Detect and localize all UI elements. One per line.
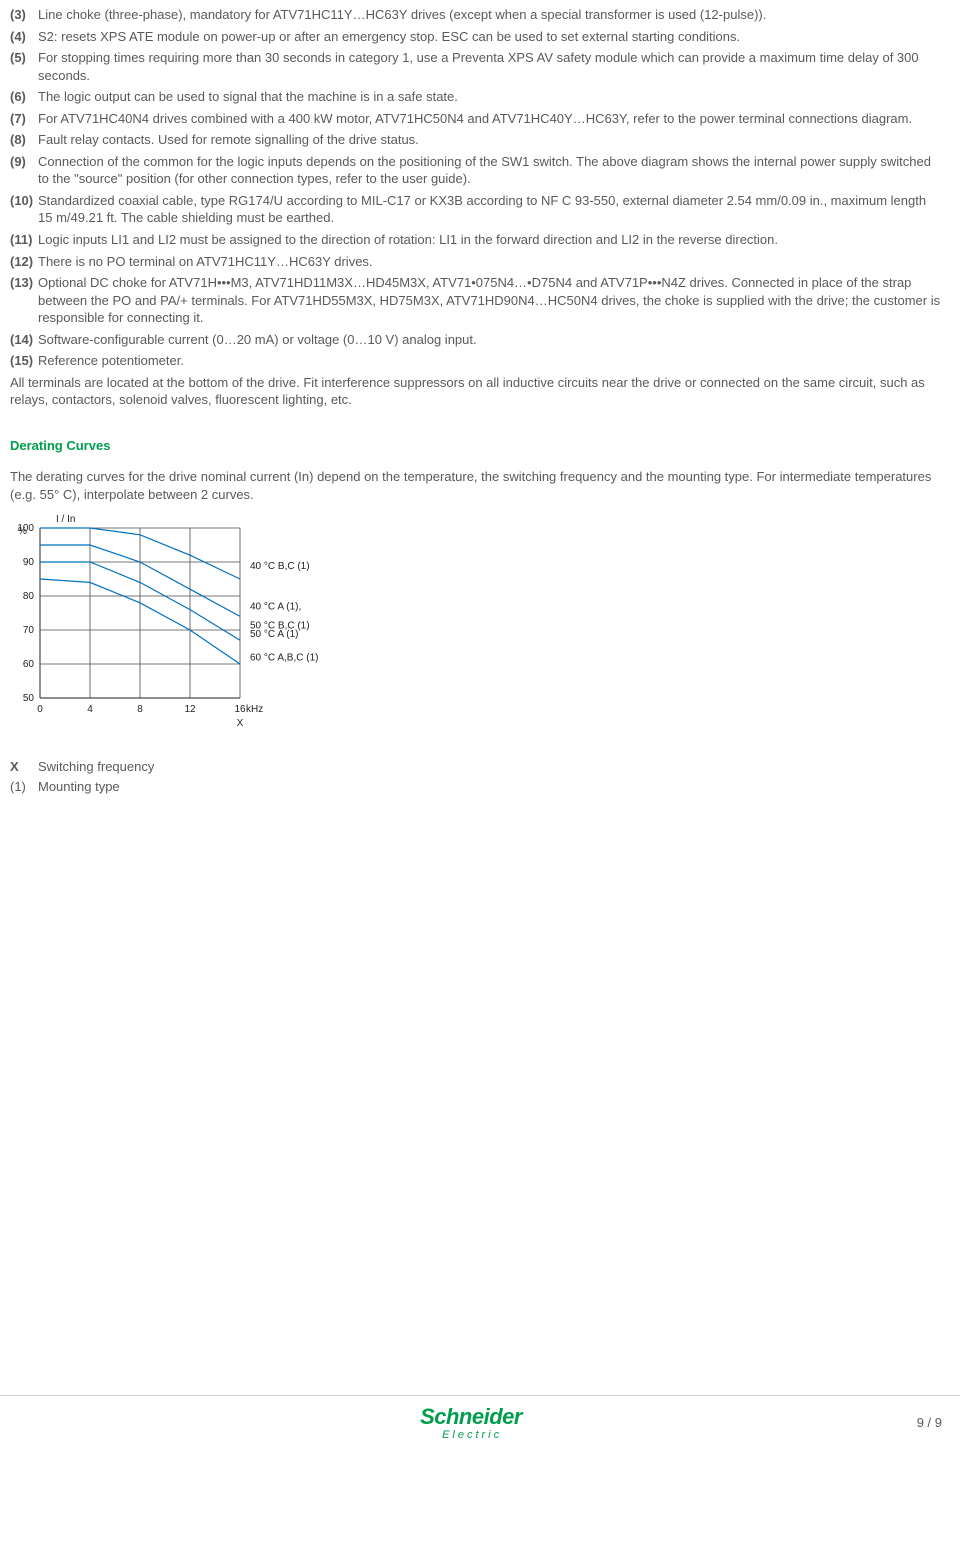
svg-text:40 °C A (1),: 40 °C A (1), [250,601,301,612]
legend-row: (1)Mounting type [10,778,942,796]
page-footer: Schneider Electric 9 / 9 [0,1395,960,1449]
note-number: (12) [10,253,38,271]
terminal-note: All terminals are located at the bottom … [10,374,942,409]
svg-text:8: 8 [137,704,143,715]
note-row: (14)Software-configurable current (0…20 … [10,331,942,349]
svg-text:X: X [237,718,244,729]
svg-text:0: 0 [37,704,43,715]
note-number: (8) [10,131,38,149]
legend-text: Mounting type [38,778,942,796]
note-number: (3) [10,6,38,24]
svg-text:50 °C A (1): 50 °C A (1) [250,628,298,639]
note-row: (12)There is no PO terminal on ATV71HC11… [10,253,942,271]
derating-paragraph: The derating curves for the drive nomina… [10,468,942,503]
note-number: (7) [10,110,38,128]
svg-text:70: 70 [23,625,35,636]
note-text: Standardized coaxial cable, type RG174/U… [38,192,942,227]
note-text: For ATV71HC40N4 drives combined with a 4… [38,110,942,128]
note-text: S2: resets XPS ATE module on power-up or… [38,28,942,46]
brand-logo: Schneider Electric [420,1402,522,1443]
svg-text:4: 4 [87,704,93,715]
notes-list: (3)Line choke (three-phase), mandatory f… [10,6,942,370]
derating-title: Derating Curves [10,437,942,455]
svg-text:I / In: I / In [56,514,75,525]
note-row: (13)Optional DC choke for ATV71H•••M3, A… [10,274,942,327]
svg-text:kHz: kHz [246,704,263,715]
note-number: (10) [10,192,38,227]
note-number: (4) [10,28,38,46]
note-text: Fault relay contacts. Used for remote si… [38,131,942,149]
note-number: (9) [10,153,38,188]
svg-text:%: % [18,526,27,537]
note-row: (8)Fault relay contacts. Used for remote… [10,131,942,149]
note-number: (6) [10,88,38,106]
note-number: (15) [10,352,38,370]
note-number: (14) [10,331,38,349]
legend-key: X [10,758,38,776]
svg-text:60 °C A,B,C (1): 60 °C A,B,C (1) [250,652,318,663]
svg-text:90: 90 [23,557,35,568]
note-text: Logic inputs LI1 and LI2 must be assigne… [38,231,942,249]
note-row: (11)Logic inputs LI1 and LI2 must be ass… [10,231,942,249]
svg-text:50: 50 [23,693,35,704]
note-row: (7)For ATV71HC40N4 drives combined with … [10,110,942,128]
legend-row: XSwitching frequency [10,758,942,776]
note-number: (13) [10,274,38,327]
derating-chart: 50607080901000481216I / In%kHzX40 °C B,C… [10,510,942,745]
note-row: (6)The logic output can be used to signa… [10,88,942,106]
note-text: For stopping times requiring more than 3… [38,49,942,84]
note-number: (5) [10,49,38,84]
note-row: (10)Standardized coaxial cable, type RG1… [10,192,942,227]
legend-text: Switching frequency [38,758,942,776]
note-row: (5)For stopping times requiring more tha… [10,49,942,84]
svg-text:60: 60 [23,659,35,670]
svg-text:40 °C B,C (1): 40 °C B,C (1) [250,560,310,571]
note-text: Software-configurable current (0…20 mA) … [38,331,942,349]
svg-text:16: 16 [234,704,246,715]
note-row: (15)Reference potentiometer. [10,352,942,370]
svg-text:80: 80 [23,591,35,602]
note-text: Line choke (three-phase), mandatory for … [38,6,942,24]
note-text: Reference potentiometer. [38,352,942,370]
note-text: Connection of the common for the logic i… [38,153,942,188]
note-row: (4)S2: resets XPS ATE module on power-up… [10,28,942,46]
note-row: (3)Line choke (three-phase), mandatory f… [10,6,942,24]
note-text: The logic output can be used to signal t… [38,88,942,106]
note-text: There is no PO terminal on ATV71HC11Y…HC… [38,253,942,271]
chart-legend: XSwitching frequency(1)Mounting type [10,758,942,795]
page-number: 9 / 9 [882,1414,942,1432]
note-number: (11) [10,231,38,249]
svg-text:12: 12 [184,704,196,715]
legend-key: (1) [10,778,38,796]
note-text: Optional DC choke for ATV71H•••M3, ATV71… [38,274,942,327]
note-row: (9)Connection of the common for the logi… [10,153,942,188]
